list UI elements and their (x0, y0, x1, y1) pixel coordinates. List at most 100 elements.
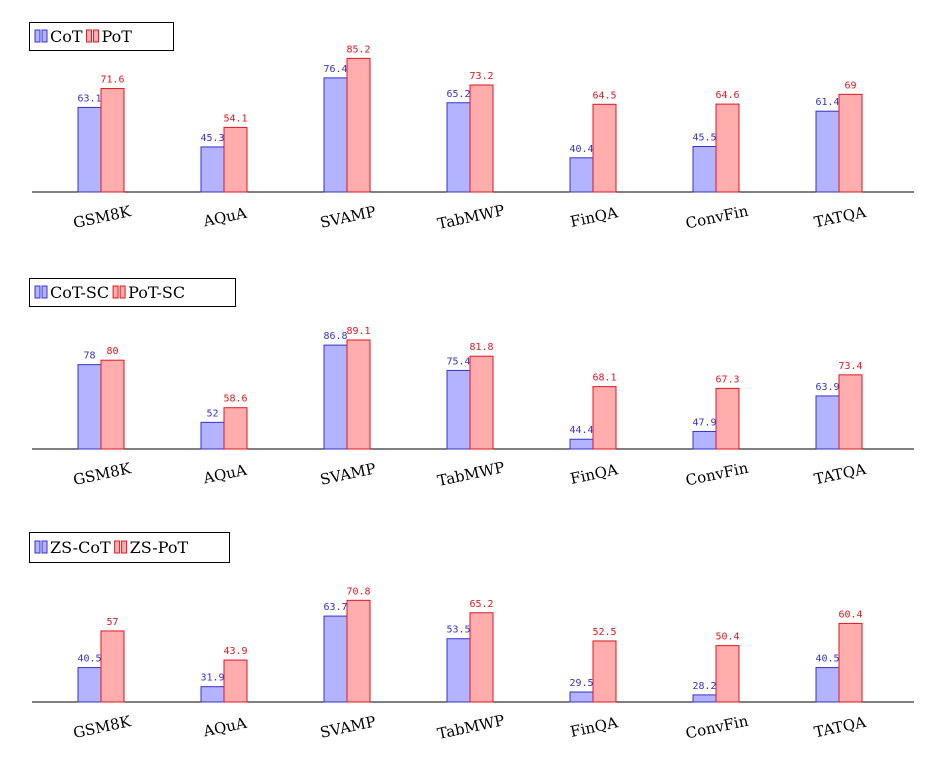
bar-zs-pot-tabmwp (469, 612, 494, 703)
x-tick-label: FinQA (569, 713, 620, 741)
data-label: 29.5 (569, 678, 593, 689)
data-label: 52 (206, 408, 218, 419)
bar-pot-sc-svamp (346, 339, 371, 450)
data-label: 40.5 (815, 654, 839, 665)
data-label: 61.4 (815, 97, 839, 108)
chart-panel-3: 40.5 31.9 63.7 53.5 29.5 28.2 40.5 57 43.9 70.8 65… (29, 532, 914, 743)
bar-zs-pot-tatqa (838, 622, 863, 703)
legend-swatch (34, 540, 41, 554)
data-label: 40.4 (569, 144, 593, 155)
bar-cot-tatqa (815, 110, 840, 193)
bar-pot-finqa (592, 103, 617, 193)
bar-pot-sc-gsm8k (100, 359, 125, 450)
x-tick-label: GSM8K (72, 459, 134, 489)
bar-zs-pot-gsm8k (100, 630, 125, 703)
legend-label-cot-sc: CoT-SC (50, 283, 109, 302)
bar-cot-finqa (569, 157, 594, 193)
x-tick-label: FinQA (569, 460, 620, 488)
data-label: 68.1 (592, 373, 616, 384)
x-tick-label: TATQA (812, 203, 867, 232)
bar-cot-sc-convfin (692, 430, 717, 450)
data-label: 58.6 (223, 394, 247, 405)
bar-pot-svamp (346, 57, 371, 193)
bar-cot-tabmwp (446, 102, 471, 193)
bar-pot-tabmwp (469, 84, 494, 193)
legend-swatch (41, 29, 48, 43)
legend-label-cot: CoT (50, 27, 83, 46)
x-tick-label: TATQA (812, 713, 867, 742)
bar-pot-sc-convfin (715, 387, 740, 450)
bar-cot-convfin (692, 145, 717, 193)
bar-cot-sc-tatqa (815, 395, 840, 450)
bar-cot-sc-finqa (569, 438, 594, 450)
legend-label-zs-pot: ZS-PoT (130, 538, 189, 557)
bar-pot-sc-tatqa (838, 374, 863, 450)
legend-swatch (121, 540, 128, 554)
bar-cot-gsm8k (77, 106, 102, 193)
data-label: 47.9 (692, 417, 716, 428)
x-tick-label: SVAMP (319, 202, 378, 231)
data-label: 86.8 (323, 331, 347, 342)
legend-label-pot-sc: PoT-SC (128, 283, 185, 302)
bar-pot-gsm8k (100, 88, 125, 193)
x-tick-label: GSM8K (72, 202, 134, 232)
legend-box (29, 22, 174, 51)
data-label: 65.2 (446, 89, 470, 100)
data-label: 85.2 (346, 44, 370, 55)
x-tick-label: ConvFin (684, 459, 750, 490)
legend-swatch (41, 285, 48, 299)
data-label: 43.9 (223, 646, 247, 657)
chart-panel-1: 63.1 45.3 76.4 65.2 40.4 45.5 61.4 71.6 54.1 85.2… (29, 22, 914, 233)
data-label: 28.2 (692, 681, 716, 692)
bar-cot-sc-gsm8k (77, 364, 102, 450)
data-label: 89.1 (346, 326, 370, 337)
data-label: 60.4 (838, 609, 862, 620)
bar-cot-sc-aqua (200, 421, 225, 450)
bar-zs-cot-finqa (569, 691, 594, 703)
data-label: 44.4 (569, 425, 593, 436)
legend-swatch (41, 540, 48, 554)
bar-pot-sc-finqa (592, 386, 617, 450)
data-label: 54.1 (223, 113, 247, 124)
x-tick-label: TATQA (812, 460, 867, 489)
bar-pot-sc-aqua (223, 407, 248, 450)
bar-pot-tatqa (838, 93, 863, 193)
x-tick-label: GSM8K (72, 712, 134, 742)
legend-box (29, 278, 236, 307)
data-label: 52.5 (592, 627, 616, 638)
x-tick-label: SVAMP (319, 712, 378, 741)
data-label: 76.4 (323, 64, 347, 75)
x-tick-label: AQuA (201, 204, 249, 231)
legend-swatch (114, 540, 121, 554)
bar-zs-cot-tatqa (815, 667, 840, 703)
x-tick-label: AQuA (201, 714, 249, 741)
x-tick-label: TabMWP (436, 711, 507, 743)
bar-cot-aqua (200, 146, 225, 193)
legend: CoT PoT (29, 22, 174, 51)
bar-cot-sc-tabmwp (446, 369, 471, 450)
legend-label-zs-cot: ZS-CoT (50, 538, 111, 557)
legend-swatch (34, 29, 41, 43)
bar-zs-cot-svamp (323, 615, 348, 703)
data-label: 45.5 (692, 132, 716, 143)
data-label: 73.2 (469, 71, 493, 82)
data-label: 69 (844, 80, 856, 91)
data-label: 53.5 (446, 625, 470, 636)
bar-zs-pot-convfin (715, 645, 740, 703)
data-label: 45.3 (200, 133, 224, 144)
data-label: 63.7 (323, 602, 347, 613)
data-label: 78 (83, 351, 95, 362)
legend-swatch (93, 29, 100, 43)
data-label: 67.3 (715, 374, 739, 385)
data-label: 64.5 (592, 90, 616, 101)
data-label: 63.9 (815, 382, 839, 393)
x-tick-label: ConvFin (684, 712, 750, 743)
data-label: 64.6 (715, 90, 739, 101)
bar-cot-sc-svamp (323, 344, 348, 450)
data-label: 70.8 (346, 586, 370, 597)
data-label: 73.4 (838, 361, 862, 372)
data-label: 75.4 (446, 356, 470, 367)
data-label: 40.5 (77, 654, 101, 665)
x-tick-label: FinQA (569, 203, 620, 231)
